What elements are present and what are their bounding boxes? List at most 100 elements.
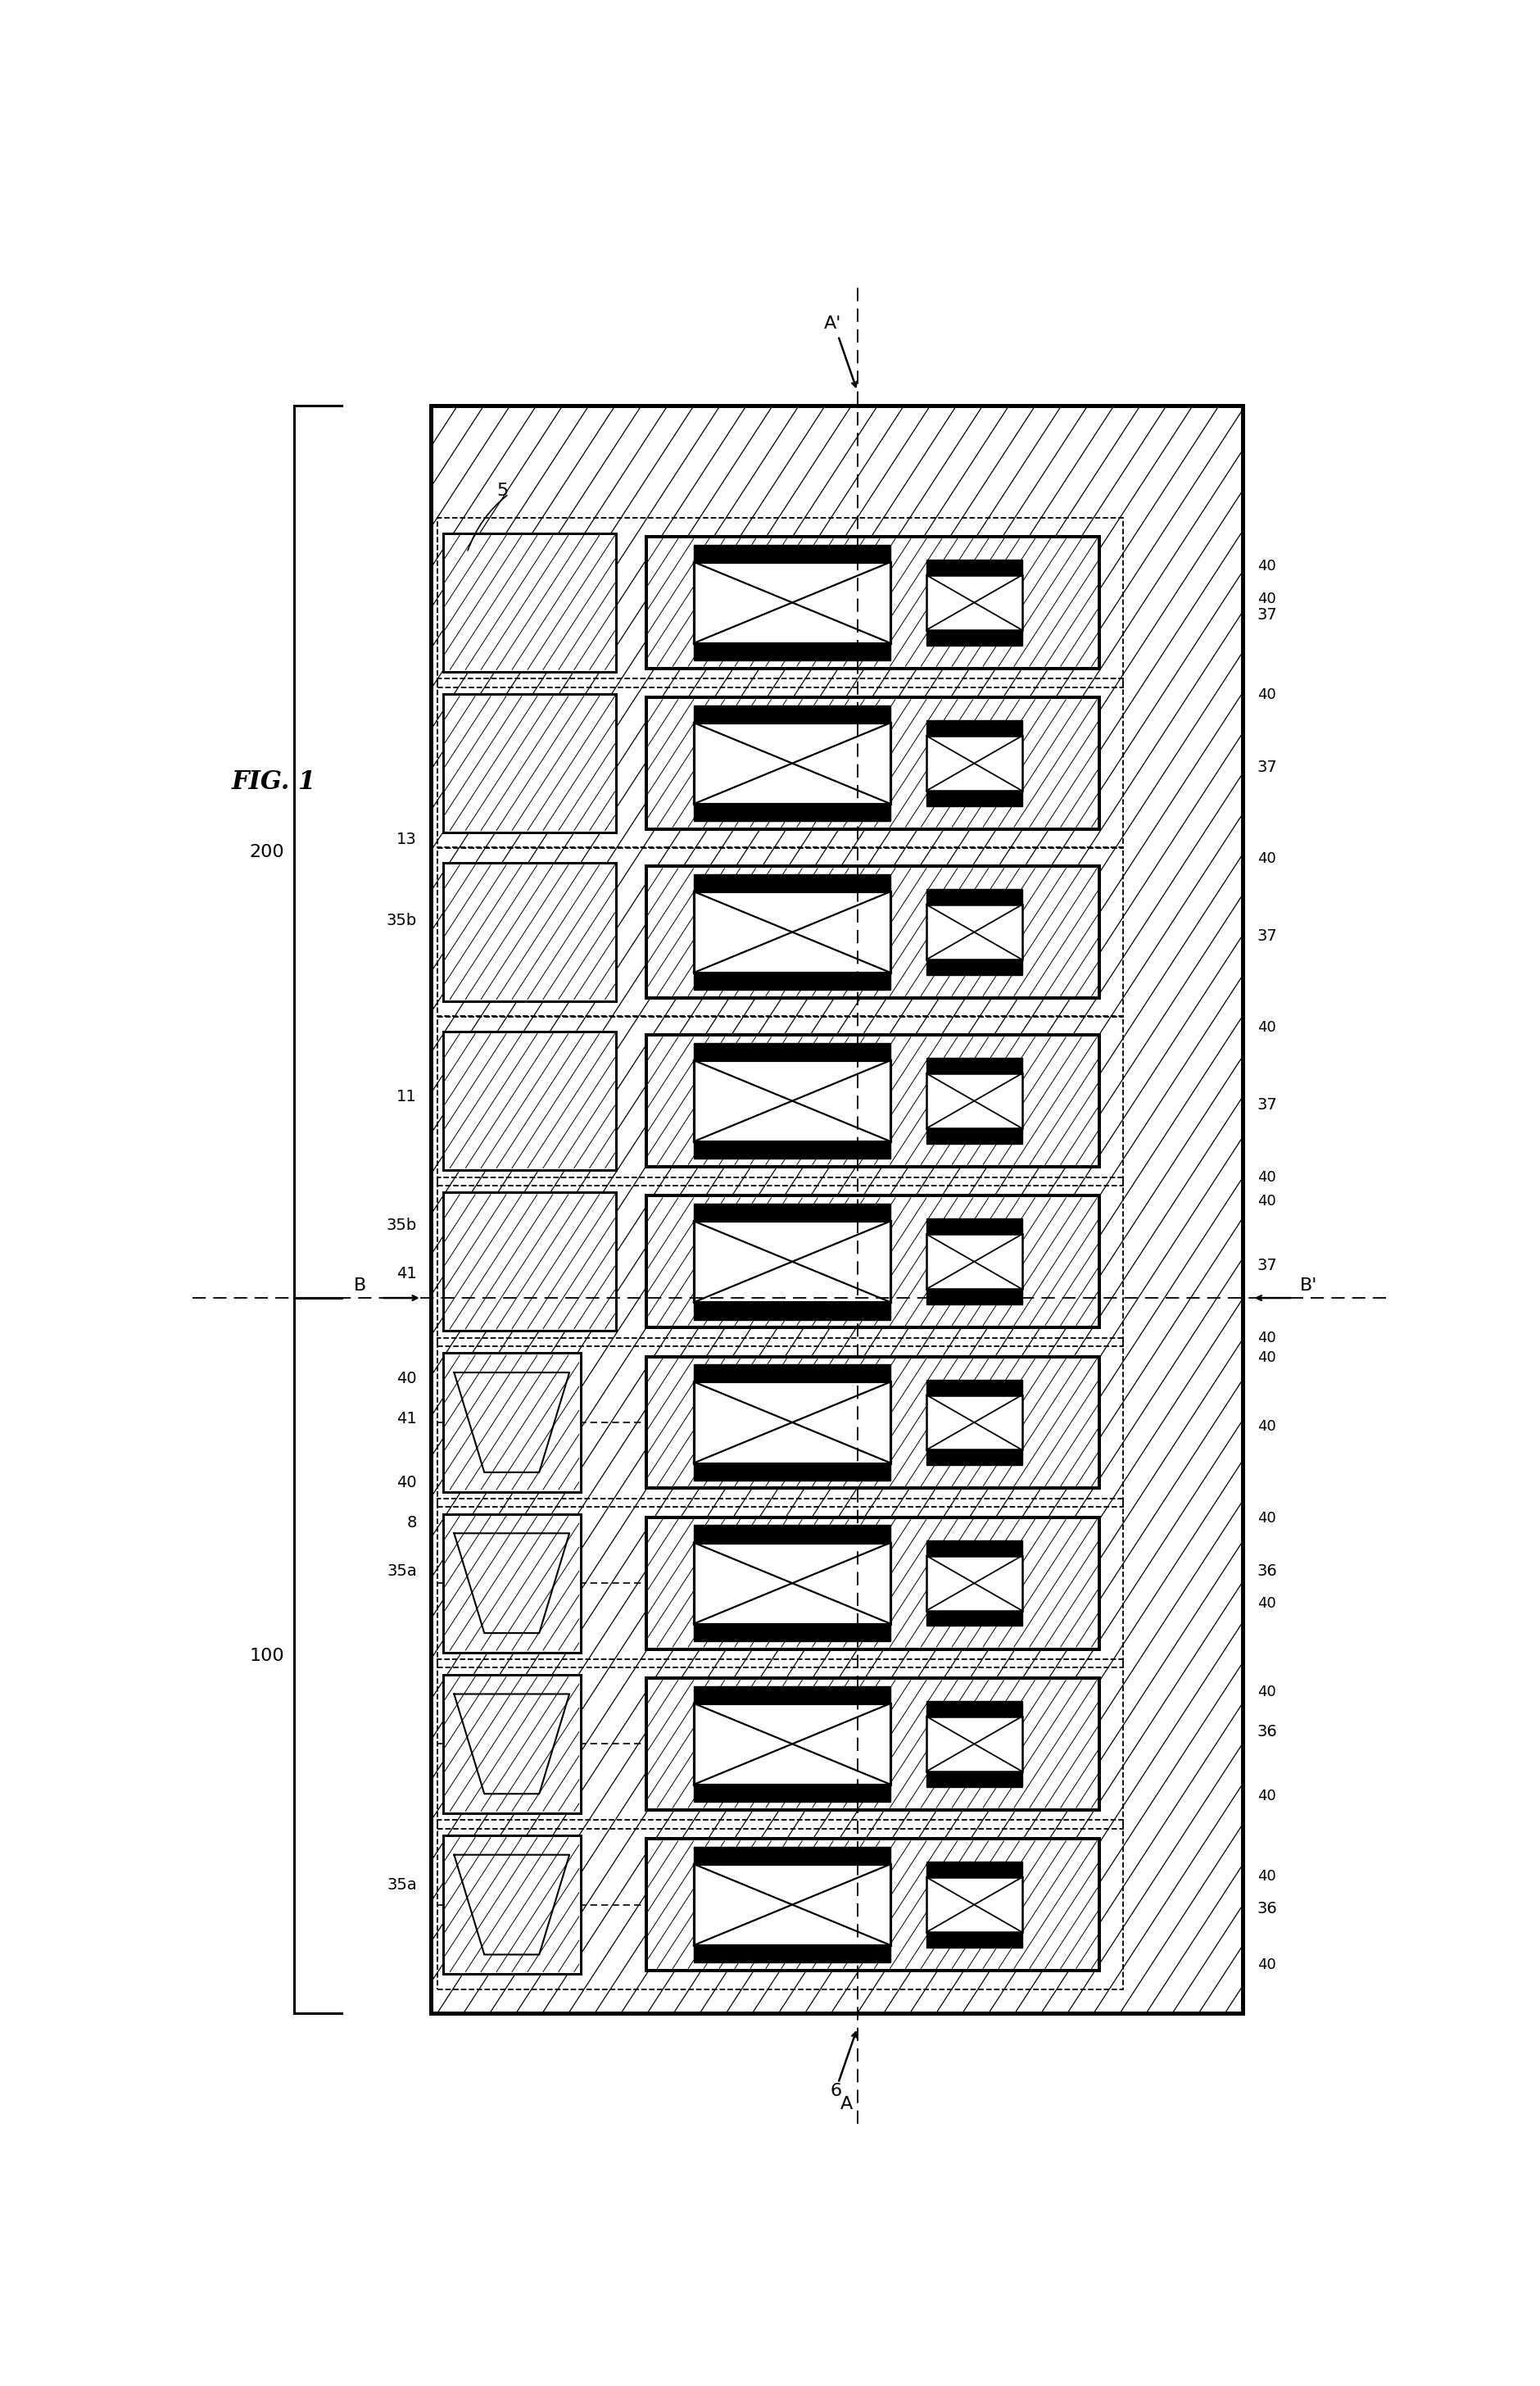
Bar	[927, 1541, 1023, 1556]
Bar	[647, 1677, 1100, 1811]
Bar	[431, 406, 1243, 2014]
Bar	[927, 959, 1023, 976]
Text: 40: 40	[1257, 1510, 1275, 1525]
Text: 40: 40	[1257, 1868, 1275, 1885]
Bar	[693, 1365, 890, 1381]
Text: 40: 40	[1257, 1420, 1275, 1434]
Text: 40: 40	[1257, 687, 1275, 701]
Text: 37: 37	[1257, 606, 1277, 623]
Bar	[693, 563, 890, 644]
Bar	[437, 518, 1124, 687]
Bar	[927, 1288, 1023, 1305]
Bar	[927, 1770, 1023, 1787]
Text: 40: 40	[397, 1370, 417, 1386]
Bar	[693, 723, 890, 804]
Text: 6: 6	[830, 2083, 841, 2100]
Bar	[693, 1687, 890, 1704]
Bar	[437, 1498, 1124, 1668]
Bar	[927, 1379, 1023, 1396]
Bar	[693, 1141, 890, 1160]
Bar	[693, 1303, 890, 1319]
Text: 37: 37	[1257, 1098, 1277, 1112]
Text: FIG. 1: FIG. 1	[231, 771, 316, 795]
Bar	[927, 1234, 1023, 1288]
Text: 200: 200	[249, 845, 285, 859]
Text: 40: 40	[1257, 1169, 1275, 1186]
Bar	[647, 1036, 1100, 1167]
Bar	[647, 1358, 1100, 1489]
Bar	[927, 1451, 1023, 1465]
Bar	[431, 406, 1243, 2014]
Bar	[647, 537, 1100, 668]
Bar	[647, 1517, 1100, 1649]
Bar	[444, 1031, 616, 1169]
Bar	[693, 544, 890, 563]
Text: 11: 11	[397, 1090, 417, 1105]
Bar	[647, 537, 1100, 668]
Bar	[927, 1716, 1023, 1770]
Bar	[927, 630, 1023, 644]
Bar	[444, 1193, 616, 1331]
Bar	[444, 1031, 616, 1169]
Bar	[927, 1701, 1023, 1716]
Bar	[927, 1057, 1023, 1074]
Text: 41: 41	[397, 1267, 417, 1281]
Bar	[693, 973, 890, 990]
Text: 35a: 35a	[387, 1878, 417, 1892]
Text: A: A	[841, 2095, 853, 2112]
Bar	[444, 1835, 581, 1973]
Bar	[693, 1203, 890, 1222]
Bar	[444, 1353, 581, 1491]
Bar	[693, 1059, 890, 1141]
Bar	[437, 847, 1124, 1016]
Text: 100: 100	[249, 1646, 285, 1663]
Text: 37: 37	[1257, 1257, 1277, 1274]
Bar	[693, 1863, 890, 1945]
Text: 40: 40	[1257, 1021, 1275, 1036]
Text: 40: 40	[1257, 1350, 1275, 1365]
Bar	[927, 904, 1023, 959]
Bar	[444, 694, 616, 833]
Text: B: B	[354, 1277, 367, 1293]
Bar	[927, 890, 1023, 904]
Bar	[444, 532, 616, 673]
Bar	[647, 1840, 1100, 1971]
Text: 35b: 35b	[387, 1217, 417, 1234]
Text: 40: 40	[1257, 1790, 1275, 1804]
Bar	[927, 1074, 1023, 1129]
Bar	[693, 706, 890, 723]
Bar	[927, 1556, 1023, 1611]
Text: 36: 36	[1257, 1902, 1277, 1916]
Text: 40: 40	[1257, 1685, 1275, 1699]
Text: A': A'	[824, 315, 841, 332]
Bar	[647, 1195, 1100, 1327]
Text: 40: 40	[1257, 558, 1275, 575]
Bar	[927, 1219, 1023, 1234]
Bar	[437, 678, 1124, 847]
Text: 36: 36	[1257, 1725, 1277, 1739]
Bar	[444, 1353, 581, 1491]
Bar	[927, 735, 1023, 790]
Text: B': B'	[1300, 1277, 1318, 1293]
Bar	[444, 532, 616, 673]
Bar	[647, 1195, 1100, 1327]
Bar	[693, 1945, 890, 1964]
Bar	[444, 1513, 581, 1653]
Bar	[437, 1658, 1124, 1828]
Bar	[647, 866, 1100, 997]
Text: 8: 8	[407, 1515, 417, 1532]
Text: 40: 40	[1257, 1331, 1275, 1346]
Bar	[437, 1016, 1124, 1186]
Bar	[927, 721, 1023, 735]
Bar	[444, 864, 616, 1002]
Bar	[927, 575, 1023, 630]
Bar	[444, 1513, 581, 1653]
Bar	[693, 1043, 890, 1059]
Bar	[693, 1544, 890, 1625]
Text: 40: 40	[1257, 1596, 1275, 1611]
Bar	[647, 1840, 1100, 1971]
Bar	[444, 1193, 616, 1331]
Bar	[927, 1878, 1023, 1933]
Bar	[927, 790, 1023, 806]
Bar	[693, 644, 890, 661]
